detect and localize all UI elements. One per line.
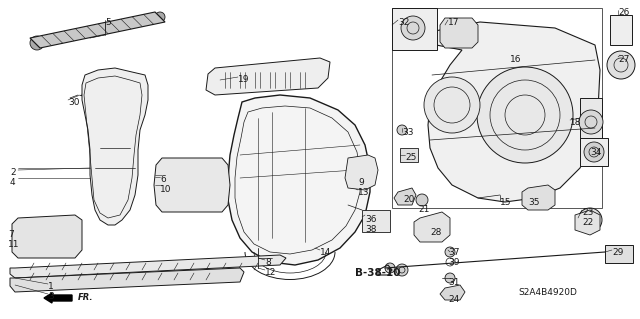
- Text: 29: 29: [612, 248, 623, 257]
- Text: 35: 35: [528, 198, 540, 207]
- Polygon shape: [228, 95, 370, 265]
- Bar: [400, 148, 418, 162]
- Circle shape: [397, 125, 407, 135]
- Polygon shape: [440, 285, 465, 300]
- Circle shape: [155, 12, 165, 22]
- Polygon shape: [30, 12, 165, 48]
- Polygon shape: [206, 58, 330, 95]
- Text: 15: 15: [500, 198, 511, 207]
- Text: 16: 16: [510, 55, 522, 64]
- Circle shape: [82, 91, 90, 99]
- Polygon shape: [522, 185, 555, 210]
- Text: 10: 10: [160, 185, 172, 194]
- Bar: [218, 74, 313, 86]
- Text: 2: 2: [10, 168, 15, 177]
- Bar: [362, 210, 390, 232]
- Text: 26: 26: [618, 8, 629, 17]
- Text: 27: 27: [618, 55, 629, 64]
- Text: 17: 17: [448, 18, 460, 27]
- Text: 24: 24: [448, 295, 460, 304]
- Circle shape: [579, 110, 603, 134]
- Text: S2A4B4920D: S2A4B4920D: [518, 288, 577, 297]
- Circle shape: [445, 247, 455, 257]
- Circle shape: [424, 77, 480, 133]
- Text: 8: 8: [265, 258, 271, 267]
- Polygon shape: [440, 18, 478, 48]
- Polygon shape: [575, 210, 600, 235]
- Text: 6: 6: [160, 175, 166, 184]
- Polygon shape: [154, 158, 230, 212]
- Polygon shape: [345, 155, 378, 190]
- Text: 18: 18: [570, 118, 582, 127]
- Circle shape: [578, 208, 602, 232]
- Text: 23: 23: [582, 208, 593, 217]
- Circle shape: [396, 264, 408, 276]
- Polygon shape: [12, 215, 82, 258]
- Text: 34: 34: [590, 148, 602, 157]
- FancyArrow shape: [44, 293, 72, 303]
- Text: B-38-10: B-38-10: [355, 268, 401, 278]
- Circle shape: [401, 16, 425, 40]
- Circle shape: [584, 142, 604, 162]
- Circle shape: [607, 51, 635, 79]
- Text: 33: 33: [402, 128, 413, 137]
- Text: 22: 22: [582, 218, 593, 227]
- Circle shape: [416, 194, 428, 206]
- Text: 12: 12: [265, 268, 276, 277]
- Bar: [605, 245, 633, 263]
- Text: 11: 11: [8, 240, 19, 249]
- Text: 4: 4: [10, 178, 15, 187]
- Text: 37: 37: [448, 248, 460, 257]
- Bar: [392, 8, 602, 208]
- Circle shape: [450, 23, 470, 43]
- Polygon shape: [82, 68, 148, 225]
- Text: 1: 1: [48, 282, 54, 291]
- Text: 32: 32: [398, 18, 410, 27]
- Text: 39: 39: [448, 258, 460, 267]
- Bar: [580, 98, 602, 146]
- Text: 25: 25: [405, 153, 417, 162]
- Bar: [580, 138, 608, 166]
- Text: 3: 3: [48, 292, 54, 301]
- Circle shape: [30, 36, 44, 50]
- Text: 9: 9: [358, 178, 364, 187]
- Text: 21: 21: [418, 205, 429, 214]
- Polygon shape: [394, 188, 416, 205]
- Text: 13: 13: [358, 188, 369, 197]
- Polygon shape: [10, 268, 244, 292]
- Text: 36: 36: [365, 215, 376, 224]
- Text: FR.: FR.: [78, 293, 93, 301]
- Bar: [610, 15, 632, 45]
- Text: 20: 20: [403, 195, 414, 204]
- Text: 38: 38: [365, 225, 376, 234]
- Text: 19: 19: [238, 75, 250, 84]
- Bar: [168, 168, 220, 203]
- Text: 28: 28: [430, 228, 442, 237]
- Text: 7: 7: [8, 230, 13, 239]
- Text: 31: 31: [448, 278, 460, 287]
- Text: 5: 5: [105, 18, 111, 27]
- Circle shape: [477, 67, 573, 163]
- Text: 30: 30: [68, 98, 79, 107]
- Polygon shape: [400, 22, 600, 202]
- Text: 14: 14: [320, 248, 332, 257]
- Polygon shape: [414, 212, 450, 242]
- Circle shape: [385, 263, 395, 273]
- Circle shape: [445, 273, 455, 283]
- Bar: [392, 8, 437, 50]
- Polygon shape: [10, 255, 286, 278]
